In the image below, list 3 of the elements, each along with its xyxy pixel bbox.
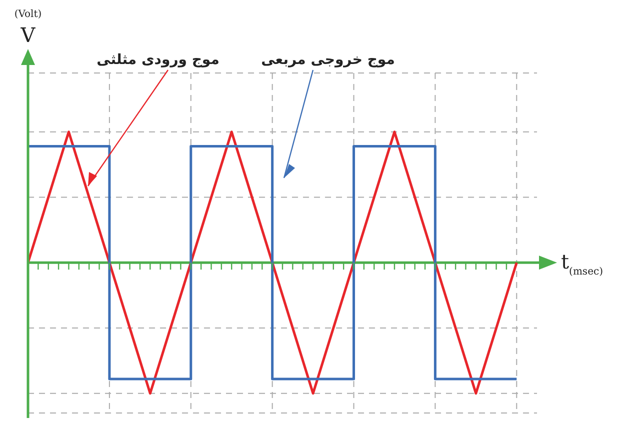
x-axis-title: t$_{(msec)}$ <box>561 250 604 278</box>
text: موج خروجی مربعی <box>261 52 395 68</box>
text: موج ورودی مثلثی <box>96 52 220 68</box>
